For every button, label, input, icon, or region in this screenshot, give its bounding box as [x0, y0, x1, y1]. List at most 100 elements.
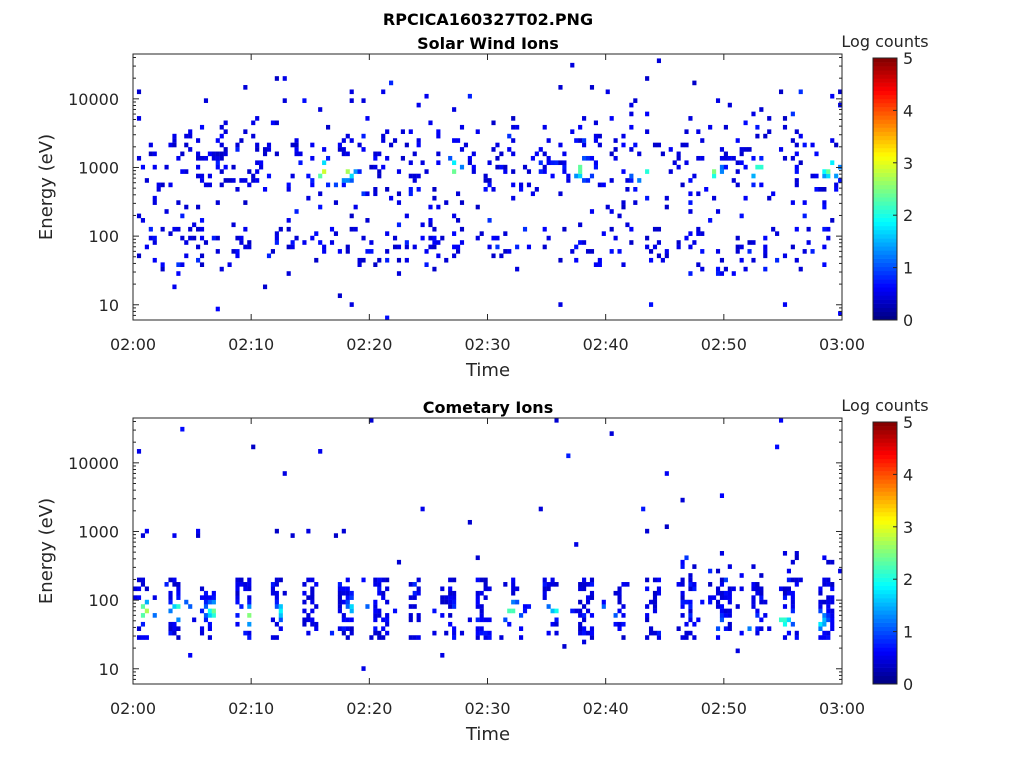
heatmap-cell — [199, 595, 205, 600]
heatmap-cell — [243, 129, 248, 134]
colorbar-segment — [873, 614, 897, 619]
heatmap-cell — [255, 178, 260, 183]
heatmap-cell — [570, 249, 575, 254]
heatmap-cell — [483, 586, 488, 592]
colorbar-segment — [873, 499, 897, 505]
colorbar-segment — [873, 274, 897, 280]
colorbar-segment — [873, 193, 897, 198]
heatmap-cell — [526, 244, 532, 250]
colorbar-segment — [873, 213, 897, 218]
heatmap-cell — [511, 590, 516, 596]
heatmap-cell — [830, 595, 835, 600]
heatmap-cell — [507, 133, 512, 139]
heatmap-cell — [794, 555, 799, 561]
heatmap-cell — [373, 577, 378, 583]
heatmap-cell — [459, 226, 465, 232]
heatmap-cell — [834, 173, 839, 179]
cometary-axes-box — [132, 417, 843, 685]
heatmap-cell — [656, 635, 662, 640]
heatmap-cell — [656, 142, 662, 148]
heatmap-cell — [247, 244, 252, 250]
heatmap-cell — [361, 191, 366, 197]
heatmap-cell — [554, 418, 559, 423]
heatmap-cell — [349, 302, 354, 307]
colorbar-segment — [873, 266, 897, 272]
heatmap-cell — [479, 590, 484, 596]
heatmap-cell — [826, 595, 831, 600]
heatmap-cell — [452, 107, 457, 112]
heatmap-cell — [377, 590, 382, 596]
heatmap-cell — [609, 116, 614, 121]
heatmap-cell — [310, 235, 315, 241]
heatmap-cell — [558, 302, 563, 307]
heatmap-cell — [168, 630, 173, 636]
heatmap-cell — [314, 604, 319, 609]
heatmap-cell — [660, 257, 665, 263]
heatmap-cell — [645, 129, 650, 134]
heatmap-cell — [648, 302, 654, 307]
heatmap-cell — [818, 626, 823, 631]
heatmap-cell — [294, 147, 299, 152]
heatmap-cell — [440, 586, 445, 592]
heatmap-cell — [176, 617, 181, 623]
heatmap-cell — [625, 178, 630, 183]
heatmap-cell — [475, 555, 480, 561]
heatmap-cell — [377, 613, 382, 618]
heatmap-cell — [597, 133, 602, 139]
heatmap-cell — [385, 249, 390, 254]
heatmap-cell — [176, 586, 181, 592]
colorbar-segment — [873, 675, 897, 681]
heatmap-cell — [270, 590, 275, 596]
heatmap-cell — [168, 182, 173, 188]
heatmap-cell — [794, 182, 799, 188]
colorbar-tick-label: 3 — [903, 518, 913, 537]
solar-wind-x-label: Time — [465, 360, 510, 381]
heatmap-cell — [487, 218, 492, 223]
heatmap-cell — [136, 89, 142, 95]
heatmap-cell — [526, 182, 532, 188]
x-tick-label: 02:10 — [228, 699, 274, 718]
heatmap-cell — [751, 586, 756, 592]
heatmap-cell — [255, 116, 260, 121]
heatmap-cell — [692, 586, 697, 592]
heatmap-cell — [822, 635, 827, 640]
heatmap-cell — [578, 582, 583, 587]
heatmap-cell — [270, 120, 275, 126]
heatmap-cell — [416, 613, 421, 618]
heatmap-cell — [136, 635, 142, 640]
heatmap-cell — [735, 182, 740, 188]
heatmap-cell — [365, 218, 370, 223]
heatmap-cell — [511, 608, 516, 614]
heatmap-cell — [688, 191, 693, 197]
heatmap-cell — [306, 528, 311, 534]
heatmap-cell — [211, 608, 216, 614]
heatmap-cell — [719, 613, 725, 618]
heatmap-cell — [562, 151, 567, 157]
heatmap-cell — [408, 187, 413, 192]
heatmap-cell — [645, 604, 650, 609]
heatmap-cell — [558, 257, 563, 263]
heatmap-cell — [475, 204, 480, 210]
heatmap-cell — [609, 226, 614, 232]
colorbar-segment — [873, 618, 897, 623]
heatmap-cell — [294, 235, 299, 241]
heatmap-cell — [822, 169, 827, 174]
heatmap-cell — [782, 155, 788, 161]
heatmap-cell — [373, 582, 378, 587]
heatmap-cell — [767, 129, 772, 134]
heatmap-cell — [408, 635, 413, 640]
heatmap-cell — [475, 235, 480, 241]
colorbar-segment — [873, 139, 897, 145]
heatmap-cell — [203, 590, 209, 596]
heatmap-cell — [542, 586, 547, 592]
heatmap-cell — [621, 204, 626, 210]
heatmap-cell — [326, 124, 331, 130]
heatmap-cell — [444, 595, 449, 600]
heatmap-cell — [459, 124, 465, 130]
colorbar-segment — [873, 430, 897, 435]
heatmap-cell — [830, 613, 835, 618]
heatmap-cell — [136, 595, 142, 600]
heatmap-cell — [830, 621, 835, 627]
heatmap-cell — [172, 133, 177, 139]
heatmap-cell — [294, 142, 299, 148]
